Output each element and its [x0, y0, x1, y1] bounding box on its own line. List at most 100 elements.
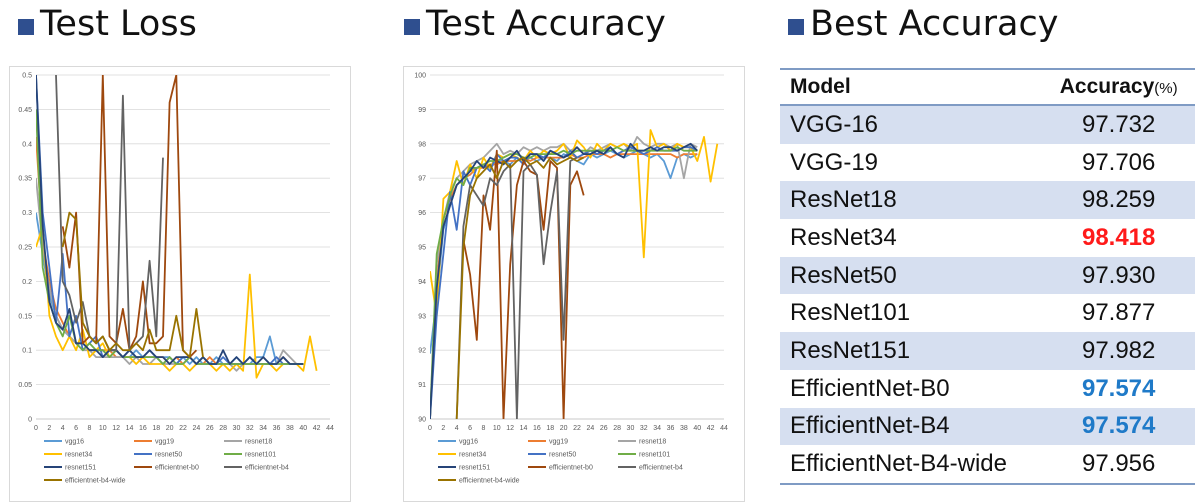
x-tick-label: 32 — [640, 425, 648, 432]
model-cell: VGG-16 — [780, 105, 1043, 144]
accuracy-cell: 97.982 — [1042, 332, 1195, 370]
x-tick-label: 38 — [286, 425, 294, 432]
accuracy-cell-best: 98.418 — [1081, 223, 1156, 251]
x-tick-label: 2 — [47, 425, 51, 432]
y-tick-label: 92 — [418, 348, 426, 355]
y-tick-label: 98 — [418, 141, 426, 148]
series-line-resnet34 — [430, 129, 719, 317]
legend-label: vgg19 — [155, 439, 174, 446]
x-tick-label: 40 — [299, 425, 307, 432]
legend-label: resnet151 — [65, 465, 96, 472]
table-row: EfficientNet-B4-wide 97.956 — [780, 445, 1195, 485]
legend-label: efficientnet-b0 — [549, 465, 593, 472]
best-accuracy-table: Model Accuracy(%) VGG-16 97.732 VGG-19 9… — [780, 68, 1195, 485]
x-tick-label: 18 — [152, 425, 160, 432]
x-tick-label: 30 — [233, 425, 241, 432]
model-cell: EfficientNet-B0 — [790, 374, 950, 402]
x-tick-label: 26 — [206, 425, 214, 432]
table-row: EfficientNet-B4 97.574 — [780, 407, 1195, 446]
x-tick-label: 8 — [88, 425, 92, 432]
accuracy-cell-low: 97.574 — [1042, 407, 1195, 446]
legend-label: efficientnet-b4-wide — [65, 478, 126, 485]
test-accuracy-chart: 90 91 92 93 94 95 96 97 98 99 100 0 2 4 6 8 10 12 14 16 18 20… — [403, 66, 745, 502]
accuracy-cell: 97.956 — [1042, 445, 1195, 485]
series-line-vgg19 — [36, 136, 304, 365]
series-line-efficientnet-b0 — [462, 149, 585, 419]
best-accuracy-title: Best Accuracy — [788, 2, 1058, 46]
table-row: VGG-16 97.732 — [780, 105, 1195, 144]
x-tick-label: 16 — [533, 425, 541, 432]
x-tick-label: 28 — [219, 425, 227, 432]
x-tick-label: 26 — [600, 425, 608, 432]
x-tick-label: 36 — [273, 425, 281, 432]
x-tick-label: 14 — [520, 425, 528, 432]
x-tick-label: 16 — [139, 425, 147, 432]
x-tick-label: 10 — [493, 425, 501, 432]
model-cell: EfficientNet-B4 — [780, 407, 1043, 446]
model-cell: VGG-19 — [790, 148, 879, 176]
y-tick-label: 94 — [418, 279, 426, 286]
accuracy-cell: 97.706 — [1081, 148, 1156, 176]
y-tick-label: 97 — [418, 176, 426, 183]
x-tick-label: 28 — [613, 425, 621, 432]
legend-label: resnet34 — [459, 452, 486, 459]
x-tick-label: 42 — [313, 425, 321, 432]
x-tick-label: 24 — [586, 425, 594, 432]
legend-label: efficientnet-b4-wide — [459, 478, 520, 485]
model-cell: ResNet151 — [780, 332, 1043, 370]
legend-label: resnet18 — [639, 439, 666, 446]
y-tick-label: 100 — [414, 73, 426, 80]
x-tick-label: 6 — [468, 425, 472, 432]
series-line-resnet151 — [430, 142, 698, 419]
test-accuracy-title-text: Test Accuracy — [426, 4, 666, 44]
x-tick-label: 32 — [246, 425, 254, 432]
accuracy-cell-low: 97.574 — [1081, 374, 1156, 402]
table-row: ResNet18 98.259 — [780, 181, 1195, 220]
series-line-resnet101 — [36, 109, 304, 365]
y-tick-label: 91 — [418, 382, 426, 389]
accuracy-cell: 97.877 — [1081, 299, 1156, 327]
x-tick-label: 4 — [61, 425, 65, 432]
series-line-efficientnet-b4-wide — [61, 211, 204, 358]
test-accuracy-title: Test Accuracy — [404, 2, 666, 46]
x-tick-label: 42 — [707, 425, 715, 432]
test-loss-chart: 0 0.05 0.1 0.15 0.2 0.25 0.3 0.35 0.4 0.45 0.5 0 2 4 6… — [9, 66, 351, 502]
model-cell: ResNet18 — [780, 181, 1043, 220]
y-tick-label: 0 — [28, 417, 32, 424]
y-tick-label: 0.1 — [22, 348, 32, 355]
model-cell: ResNet50 — [780, 256, 1043, 295]
x-tick-label: 34 — [259, 425, 267, 432]
series-line-resnet151 — [36, 75, 304, 365]
table-row: ResNet101 97.877 — [780, 294, 1195, 332]
table-row: EfficientNet-B0 97.574 — [780, 370, 1195, 408]
legend-label: resnet50 — [549, 452, 576, 459]
legend-label: resnet34 — [65, 452, 92, 459]
header-accuracy-unit: (%) — [1154, 80, 1178, 97]
title-bullet-icon — [788, 19, 804, 35]
model-cell: EfficientNet-B4-wide — [780, 445, 1043, 485]
title-bullet-icon — [404, 19, 420, 35]
legend-label: resnet18 — [245, 439, 272, 446]
x-tick-label: 30 — [627, 425, 635, 432]
header-accuracy-label: Accuracy — [1059, 75, 1155, 98]
legend-label: efficientnet-b4 — [639, 465, 683, 472]
accuracy-cell: 97.732 — [1042, 105, 1195, 144]
y-tick-label: 0.45 — [18, 107, 32, 114]
x-tick-label: 24 — [192, 425, 200, 432]
x-tick-label: 2 — [441, 425, 445, 432]
legend-label: resnet50 — [155, 452, 182, 459]
x-tick-label: 34 — [653, 425, 661, 432]
y-tick-label: 0.4 — [22, 141, 32, 148]
legend-label: vgg19 — [549, 439, 568, 446]
y-tick-label: 0.25 — [18, 245, 32, 252]
x-tick-label: 36 — [667, 425, 675, 432]
y-tick-label: 95 — [418, 245, 426, 252]
x-tick-label: 0 — [428, 425, 432, 432]
y-tick-label: 0.3 — [22, 210, 32, 217]
y-tick-label: 0.2 — [22, 279, 32, 286]
x-tick-label: 4 — [455, 425, 459, 432]
series-line-efficientnet-b4-wide — [455, 156, 585, 419]
table-header-row: Model Accuracy(%) — [780, 68, 1195, 106]
test-loss-title: Test Loss — [18, 2, 197, 46]
loss-svg: 00.050.10.150.20.250.30.350.40.450.50 2 4 6… — [18, 73, 334, 485]
